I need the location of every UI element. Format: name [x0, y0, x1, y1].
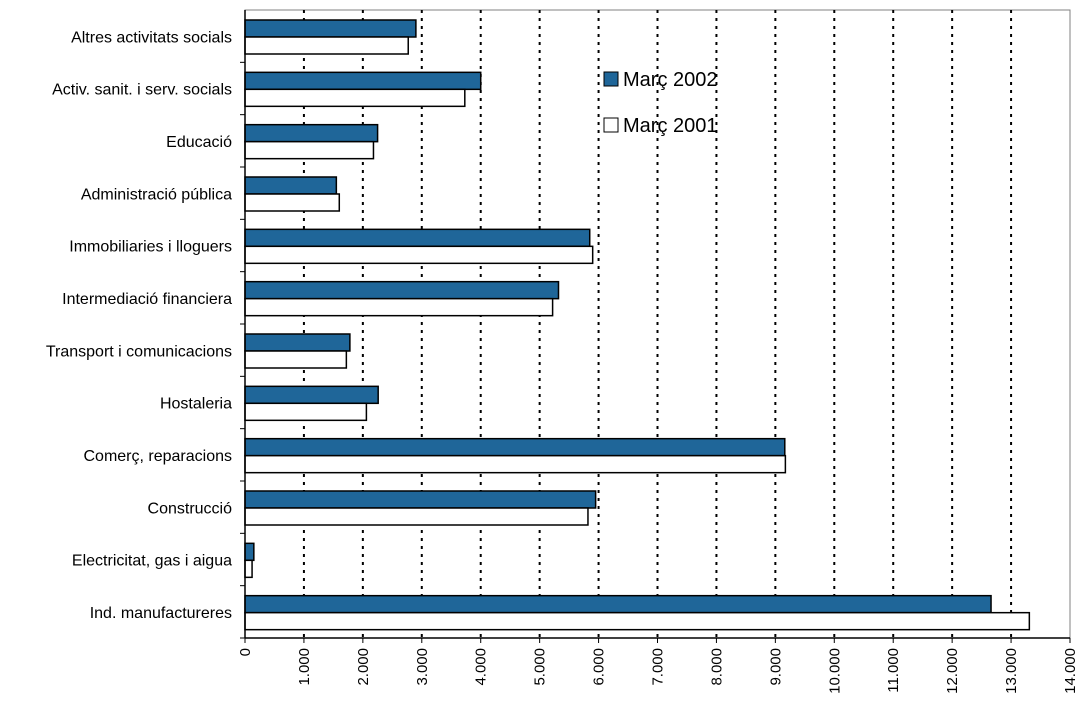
- bar-series-2-2: [244, 140, 375, 160]
- x-tick-label-0: 0: [237, 648, 254, 656]
- category-label-10: Electricitat, gas i aigua: [72, 553, 232, 570]
- x-tick-label-13: 13.000: [1003, 648, 1020, 694]
- legend-swatch-series-2: [603, 117, 619, 133]
- bar-series-2-9: [244, 507, 589, 526]
- category-label-3: Administració pública: [81, 186, 232, 203]
- gridlines: [302, 10, 1013, 638]
- x-axis-ticks: 0 1.000 2.000 3.000 4.000 5.000 6.000 7.000 8.00…: [237, 638, 1075, 694]
- category-label-5: Intermediació financiera: [62, 291, 232, 308]
- legend-label-series-1: Març 2002: [623, 69, 718, 91]
- bar-series-1-7: [244, 385, 379, 405]
- category-label-11: Ind. manufactureres: [90, 605, 232, 622]
- x-tick-label-4: 4.000: [473, 648, 490, 686]
- bar-series-1-10: [244, 542, 255, 562]
- x-tick-label-8: 8.000: [708, 648, 725, 686]
- x-tick-label-6: 6.000: [591, 648, 608, 686]
- category-label-7: Hostaleria: [160, 396, 232, 413]
- legend: Març 2002 Març 2001: [603, 69, 718, 137]
- bar-series-1-6: [244, 333, 351, 352]
- bar-series-2-7: [244, 402, 368, 422]
- x-tick-label-12: 12.000: [944, 648, 961, 694]
- bar-series-1-8: [244, 437, 786, 457]
- x-tick-label-2: 2.000: [355, 648, 372, 686]
- bar-series-2-4: [244, 245, 594, 265]
- bar-series-1-9: [244, 490, 597, 509]
- bar-series-2-8: [244, 454, 787, 474]
- x-tick-label-3: 3.000: [414, 648, 431, 686]
- category-labels: Altres activitats socials Activ. sanit. i…: [46, 29, 245, 639]
- bar-series-2-1: [244, 88, 466, 108]
- x-tick-label-11: 11.000: [885, 648, 902, 693]
- bar-series-2-11: [244, 611, 1031, 631]
- bar-series-1-0: [244, 19, 417, 38]
- x-tick-label-9: 9.000: [767, 648, 784, 686]
- bar-series-1-5: [244, 280, 560, 300]
- bar-series-1-4: [244, 228, 591, 248]
- category-label-9: Construcció: [148, 500, 233, 517]
- legend-swatch-series-1: [603, 71, 619, 87]
- x-tick-label-5: 5.000: [532, 648, 549, 686]
- x-tick-label-14: 14.000: [1062, 648, 1075, 694]
- bar-series-2-5: [244, 297, 554, 317]
- category-label-6: Transport i comunicacions: [46, 343, 232, 360]
- x-tick-label-10: 10.000: [826, 648, 843, 694]
- category-label-2: Educació: [166, 134, 232, 151]
- bar-series-2-3: [244, 193, 341, 212]
- bar-series-2-10: [244, 559, 253, 579]
- bars: [244, 19, 1031, 631]
- x-tick-label-1: 1.000: [296, 648, 313, 686]
- bar-series-1-2: [244, 123, 379, 143]
- category-label-4: Immobiliaries i lloguers: [69, 239, 232, 256]
- x-tick-label-7: 7.000: [650, 648, 667, 686]
- legend-label-series-2: Març 2001: [623, 115, 718, 137]
- bar-series-1-11: [244, 594, 992, 614]
- bar-series-1-1: [244, 71, 482, 91]
- category-label-8: Comerç, reparacions: [84, 448, 233, 465]
- bar-series-2-0: [244, 36, 409, 55]
- category-label-1: Activ. sanit. i serv. socials: [52, 82, 232, 99]
- bar-series-1-3: [244, 176, 338, 195]
- bar-series-2-6: [244, 350, 348, 369]
- category-label-0: Altres activitats socials: [71, 29, 232, 46]
